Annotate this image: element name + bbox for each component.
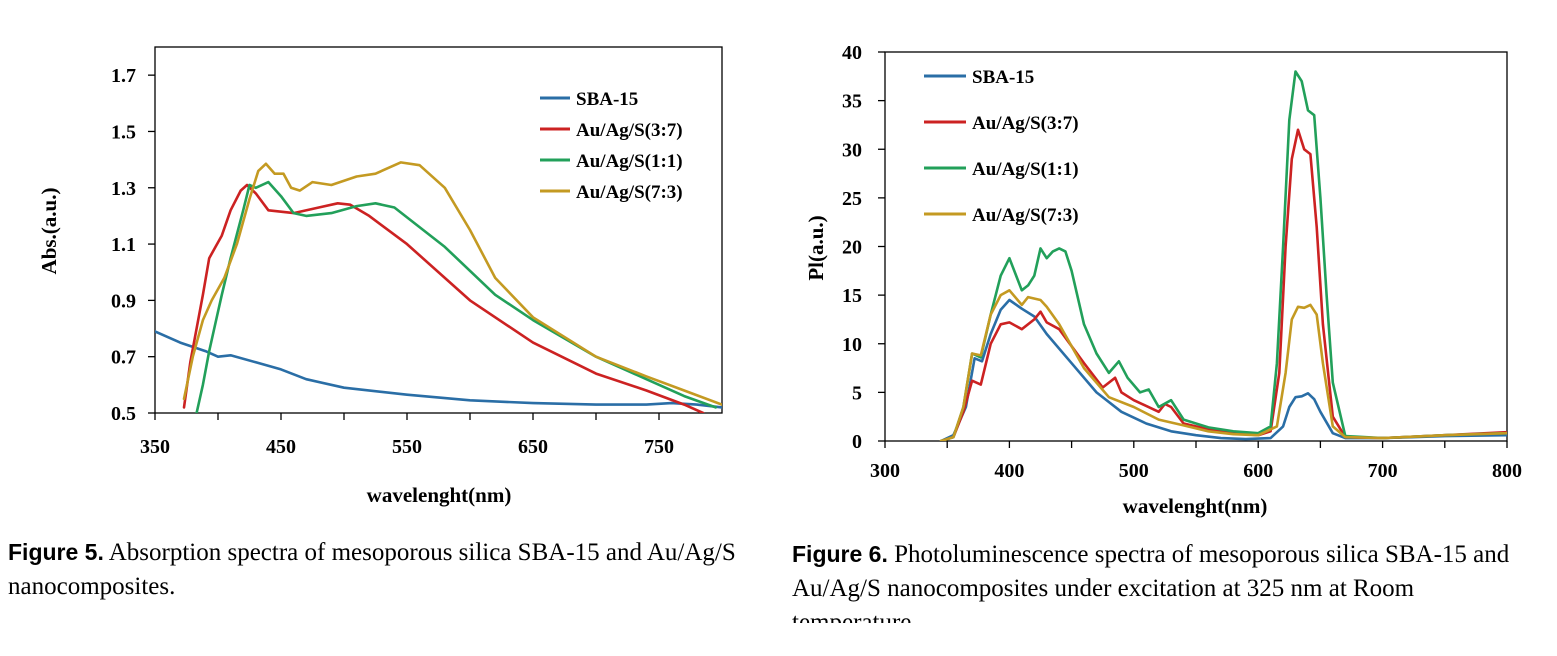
figure6-caption-text: Photoluminescence spectra of mesoporous … xyxy=(792,541,1510,623)
chart1-series-line-au-ag-s-7-3- xyxy=(182,161,722,406)
chart2-legend-label: Au/Ag/S(1:1) xyxy=(972,159,1079,180)
chart1-x-tick-label: 650 xyxy=(518,436,548,458)
chart1-plot-frame xyxy=(154,46,723,414)
chart1-y-tick-label: 0.9 xyxy=(111,290,136,312)
chart2-y-tick-label: 25 xyxy=(842,188,862,210)
chart1-y-tick-label: 1.1 xyxy=(111,234,136,256)
chart2-legend-label: Au/Ag/S(7:3) xyxy=(972,205,1079,226)
figure5-label: Figure 5. xyxy=(8,539,104,565)
chart2-legend-label: Au/Ag/S(3:7) xyxy=(972,113,1079,134)
chart2-x-tick-label: 800 xyxy=(1492,460,1522,482)
chart2-x-tick-label: 500 xyxy=(1119,460,1149,482)
chart2-y-tick-label: 35 xyxy=(842,91,862,113)
figure6-caption: Figure 6. Photoluminescence spectra of m… xyxy=(792,537,1532,623)
chart1-y-tick-label: 1.7 xyxy=(111,65,136,87)
figure5-caption: Figure 5. Absorption spectra of mesoporo… xyxy=(8,535,768,604)
chart1-y-tick-label: 1.3 xyxy=(111,178,136,200)
chart2-y-tick-label: 10 xyxy=(842,334,862,356)
chart1-legend-label: Au/Ag/S(7:3) xyxy=(576,182,683,203)
figure-charts: wavelenght(nm) Abs.(a.u.) wavelenght(nm)… xyxy=(37,42,1522,518)
chart2-y-tick-label: 30 xyxy=(842,139,862,161)
figure6-label: Figure 6. xyxy=(792,541,888,567)
chart2-y-tick-label: 15 xyxy=(842,285,862,307)
chart1-y-tick-label: 0.7 xyxy=(111,347,136,369)
chart2-y-axis-title: Pl(a.u.) xyxy=(804,215,828,280)
chart2-y-tick-label: 0 xyxy=(852,431,862,453)
chart1-series-line-sba-15 xyxy=(155,330,722,409)
chart1-legend-label: Au/Ag/S(1:1) xyxy=(576,151,683,172)
chart1-x-tick-label: 550 xyxy=(392,436,422,458)
figure5-caption-text: Absorption spectra of mesoporous silica … xyxy=(8,539,736,600)
chart1-absorption: 350 450 550 650 750 0.5 0.7 0.9 1.1 1.3 1.5 1.7 SBA-… xyxy=(111,46,723,458)
chart2-y-tick-label: 40 xyxy=(842,42,862,64)
chart2-x-tick-label: 700 xyxy=(1368,460,1398,482)
chart2-series-line-au-ag-s-1-1- xyxy=(939,70,1507,441)
chart2-x-axis-title: wavelenght(nm) xyxy=(1123,494,1268,518)
chart2-series-line-sba-15 xyxy=(939,298,1507,441)
chart1-legend-label: Au/Ag/S(3:7) xyxy=(576,120,683,141)
chart1-x-tick-label: 750 xyxy=(644,436,674,458)
chart1-series-line-au-ag-s-1-1- xyxy=(195,180,718,413)
chart1-legend-label: SBA-15 xyxy=(576,89,638,110)
chart2-photoluminescence: 300 400 500 600 700 800 0 5 10 15 20 25 30 35 40 SBA-15… xyxy=(842,42,1522,482)
chart1-series-line-au-ag-s-3-7- xyxy=(182,183,705,413)
chart2-series-line-au-ag-s-7-3- xyxy=(939,288,1507,441)
chart2-legend-label: SBA-15 xyxy=(972,67,1034,88)
chart1-x-tick-label: 450 xyxy=(266,436,296,458)
chart1-y-tick-label: 1.5 xyxy=(111,121,136,143)
chart1-x-tick-label: 350 xyxy=(140,436,170,458)
chart1-x-axis-title: wavelenght(nm) xyxy=(367,483,512,507)
chart2-x-tick-label: 300 xyxy=(870,460,900,482)
chart2-y-tick-label: 5 xyxy=(852,382,862,404)
chart2-y-tick-label: 20 xyxy=(842,237,862,259)
chart1-y-tick-label: 0.5 xyxy=(111,403,136,425)
chart2-x-tick-label: 400 xyxy=(994,460,1024,482)
chart2-x-tick-label: 600 xyxy=(1243,460,1273,482)
chart1-y-axis-title: Abs.(a.u.) xyxy=(37,188,61,275)
